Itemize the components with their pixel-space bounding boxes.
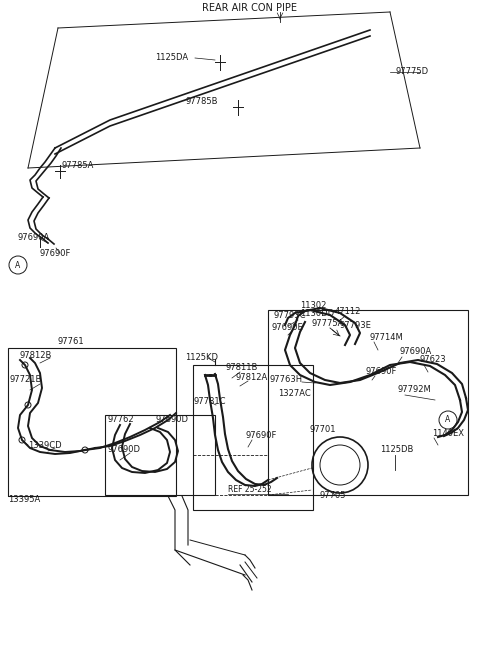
Text: 97690F: 97690F bbox=[245, 430, 276, 440]
Text: 97792M: 97792M bbox=[397, 386, 431, 394]
Text: 97705: 97705 bbox=[320, 491, 347, 499]
Text: 47112: 47112 bbox=[335, 307, 361, 315]
Text: 97690D: 97690D bbox=[155, 415, 188, 424]
Text: A: A bbox=[445, 415, 451, 424]
Text: 97781C: 97781C bbox=[193, 397, 226, 407]
Text: 97785A: 97785A bbox=[62, 160, 95, 170]
Text: 97793C: 97793C bbox=[273, 311, 305, 321]
Bar bbox=[268, 310, 468, 495]
Text: 1125KD: 1125KD bbox=[185, 353, 218, 363]
Text: 11302: 11302 bbox=[300, 300, 326, 309]
Bar bbox=[105, 415, 215, 495]
Text: 97761: 97761 bbox=[58, 338, 84, 346]
Text: 97690A: 97690A bbox=[18, 233, 50, 242]
Text: 97623: 97623 bbox=[420, 355, 446, 365]
Text: A: A bbox=[15, 260, 21, 269]
Bar bbox=[193, 365, 313, 510]
Text: 1140EX: 1140EX bbox=[432, 428, 464, 438]
Text: REAR AIR CON PIPE: REAR AIR CON PIPE bbox=[203, 3, 298, 13]
Text: 13395A: 13395A bbox=[8, 495, 40, 505]
Text: 97690D: 97690D bbox=[108, 445, 141, 455]
Bar bbox=[8, 348, 176, 496]
Text: 97701: 97701 bbox=[310, 426, 336, 434]
Text: 97762: 97762 bbox=[108, 415, 134, 424]
Text: 97714M: 97714M bbox=[370, 332, 404, 342]
Text: 1130DD: 1130DD bbox=[300, 309, 334, 319]
Text: 1125DA: 1125DA bbox=[155, 53, 188, 62]
Text: REF 25-252: REF 25-252 bbox=[228, 486, 272, 495]
Text: 97690E: 97690E bbox=[272, 323, 304, 332]
Text: 97763H: 97763H bbox=[270, 376, 303, 384]
Text: 97785B: 97785B bbox=[185, 97, 217, 106]
Text: 1327AC: 1327AC bbox=[278, 390, 311, 399]
Text: 97690F: 97690F bbox=[40, 248, 72, 258]
Text: 97812B: 97812B bbox=[20, 350, 52, 359]
Text: 97690F: 97690F bbox=[365, 367, 396, 376]
Text: 97811B: 97811B bbox=[225, 363, 257, 373]
Text: 1339CD: 1339CD bbox=[28, 440, 61, 449]
Text: 1125DB: 1125DB bbox=[380, 445, 413, 455]
Text: 97775A: 97775A bbox=[312, 319, 344, 328]
Text: 97775D: 97775D bbox=[395, 68, 428, 76]
Text: 97690A: 97690A bbox=[400, 348, 432, 357]
Text: 97721B: 97721B bbox=[10, 376, 42, 384]
Text: 97793E: 97793E bbox=[340, 321, 372, 330]
Text: 97812A: 97812A bbox=[235, 373, 267, 382]
